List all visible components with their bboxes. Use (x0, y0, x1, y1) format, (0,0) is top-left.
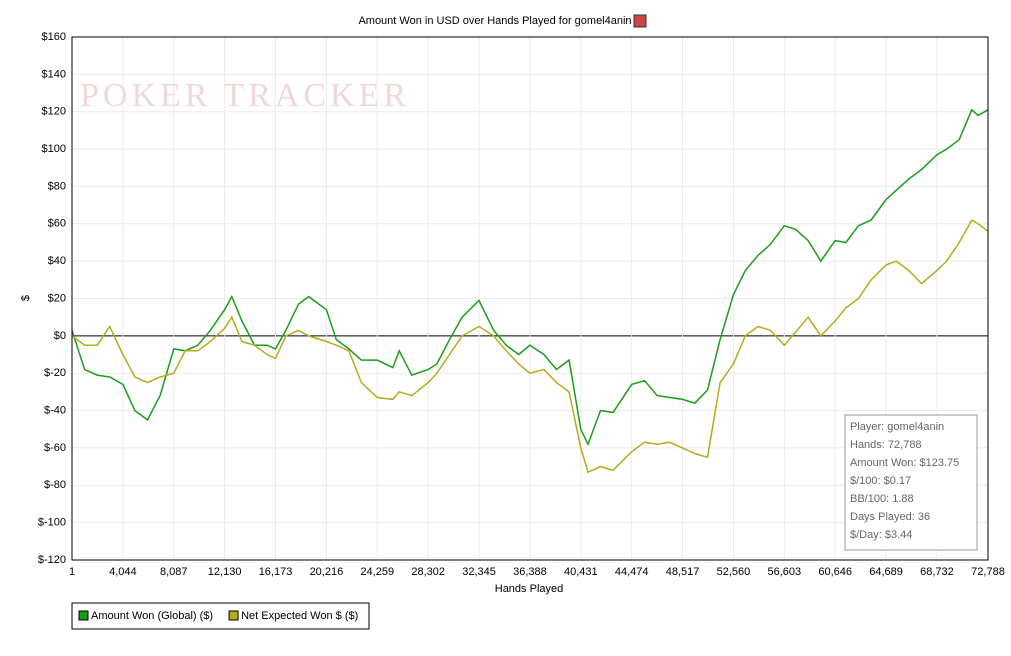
x-tick-label: 28,302 (411, 566, 445, 578)
y-tick-label: $20 (48, 292, 66, 304)
x-tick-label: 72,788 (971, 566, 1005, 578)
y-tick-label: $-20 (44, 367, 66, 379)
x-tick-label: 44,474 (615, 566, 649, 578)
title-icon (633, 14, 647, 28)
stat-line: Days Played: 36 (850, 511, 930, 523)
x-tick-label: 4,044 (109, 566, 137, 578)
x-tick-label: 40,431 (564, 566, 598, 578)
watermark: POKER TRACKER (80, 77, 410, 114)
y-tick-label: $140 (42, 68, 66, 80)
y-tick-label: $-100 (38, 517, 66, 529)
legend-frame (71, 602, 370, 630)
lines (71, 108, 989, 474)
x-tick-label: 16,173 (259, 566, 293, 578)
y-tick-label: $160 (42, 31, 66, 43)
x-tick-label: 68,732 (920, 566, 954, 578)
legend-label: Amount Won (Global) ($) (91, 610, 213, 622)
x-tick-label: 56,603 (767, 566, 801, 578)
y-axis-label: $ (20, 295, 32, 301)
y-tick-label: $-40 (44, 404, 66, 416)
x-tick-label: 48,517 (666, 566, 700, 578)
x-tick-label: 20,216 (310, 566, 344, 578)
x-tick-label: 12,130 (208, 566, 242, 578)
stats-box: Player: gomel4anin Hands: 72,788 Amount Wo… (844, 414, 978, 551)
legend: Amount Won (Global) ($) Net Expected Won … (71, 602, 370, 630)
x-tick-label: 1 (69, 566, 75, 578)
y-tick-label: $0 (54, 330, 66, 342)
x-tick-label: 8,087 (160, 566, 188, 578)
plot-frame (71, 36, 989, 561)
y-tick-label: $100 (42, 143, 66, 155)
stats-frame (844, 414, 978, 551)
x-tick-label: 64,689 (869, 566, 903, 578)
x-axis-label: Hands Played (495, 583, 564, 595)
stat-line: Player: gomel4anin (850, 421, 944, 433)
stat-line: BB/100: 1.88 (850, 493, 914, 505)
y-tick-label: $120 (42, 106, 66, 118)
stat-line: Hands: 72,788 (850, 439, 922, 451)
legend-label: Net Expected Won $ ($) (241, 610, 358, 622)
y-tick-label: $80 (48, 180, 66, 192)
legend-swatch (78, 610, 89, 621)
series-line (71, 108, 989, 447)
y-tick-label: $-120 (38, 554, 66, 566)
stat-line: $/Day: $3.44 (850, 529, 912, 541)
legend-swatch (228, 610, 239, 621)
x-tick-label: 32,345 (462, 566, 496, 578)
stat-line: $/100: $0.17 (850, 475, 911, 487)
stat-line: Amount Won: $123.75 (850, 457, 959, 469)
y-tick-label: $40 (48, 255, 66, 267)
y-tick-label: $60 (48, 218, 66, 230)
y-tick-label: $-80 (44, 479, 66, 491)
y-tick-label: $-60 (44, 442, 66, 454)
x-tick-label: 52,560 (717, 566, 751, 578)
x-tick-label: 24,259 (360, 566, 394, 578)
chart-title: Amount Won in USD over Hands Played for … (358, 15, 631, 27)
x-tick-label: 36,388 (513, 566, 547, 578)
x-tick-label: 60,646 (818, 566, 852, 578)
series-line (71, 219, 989, 474)
